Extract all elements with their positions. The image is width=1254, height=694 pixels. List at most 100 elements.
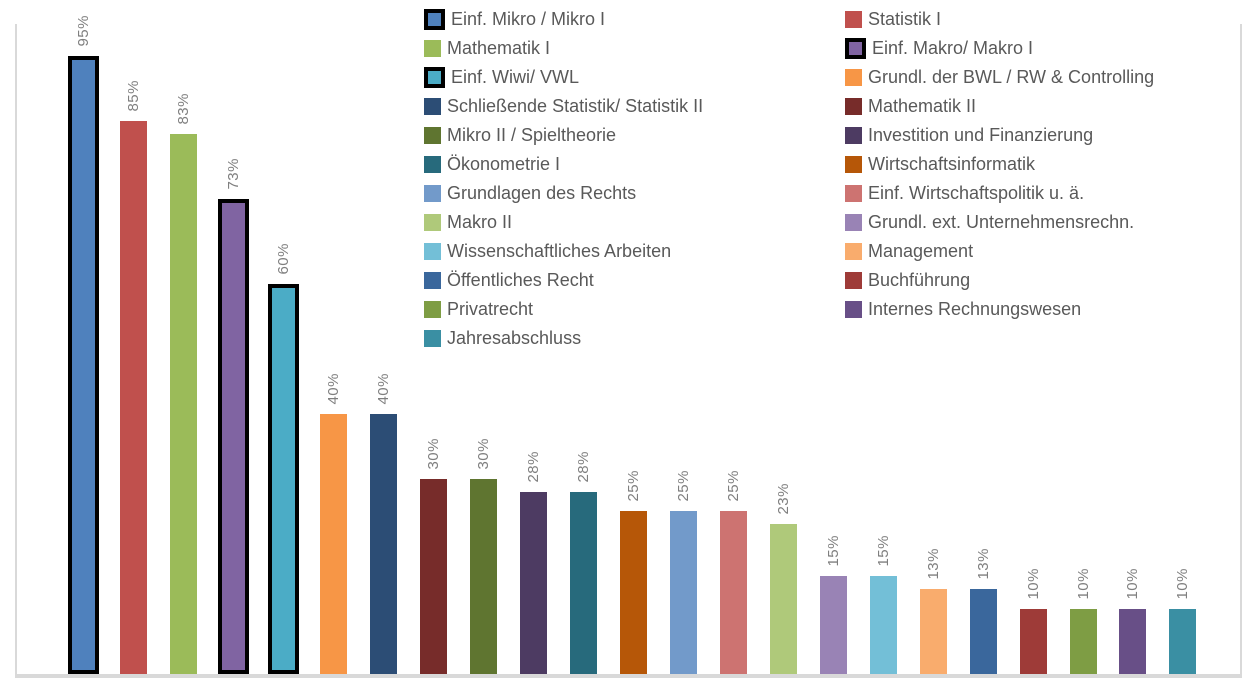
legend-swatch-icon bbox=[424, 330, 441, 347]
bar-value-label: 40% bbox=[375, 373, 393, 405]
legend-item[interactable]: Ökonometrie I bbox=[424, 154, 845, 175]
bar-slot: 13% bbox=[908, 548, 958, 674]
bar[interactable] bbox=[669, 511, 697, 674]
bar[interactable] bbox=[869, 576, 897, 674]
legend-item[interactable]: Grundl. ext. Unternehmensrechn. bbox=[845, 212, 1154, 233]
bar[interactable] bbox=[268, 284, 300, 674]
bar[interactable] bbox=[619, 511, 647, 674]
bar[interactable] bbox=[170, 134, 198, 674]
legend-item[interactable]: Jahresabschluss bbox=[424, 328, 845, 349]
legend-item[interactable]: Mikro II / Spieltheorie bbox=[424, 125, 845, 146]
plot-area: 95% 85% 83% 73% 60% 40% 40% 30% 30% 28% 28% 25% 25% 2… bbox=[15, 15, 1242, 678]
legend-item[interactable]: Grundl. der BWL / RW & Controlling bbox=[845, 67, 1154, 88]
bar-slot: 28% bbox=[559, 451, 609, 674]
bar[interactable] bbox=[969, 589, 997, 674]
bar[interactable] bbox=[769, 524, 797, 674]
legend-label: Ökonometrie I bbox=[447, 154, 561, 174]
legend-label: Mikro II / Spieltheorie bbox=[447, 125, 617, 145]
bar[interactable] bbox=[420, 479, 448, 674]
legend-swatch-icon bbox=[845, 185, 862, 202]
legend-label: Jahresabschluss bbox=[447, 328, 582, 348]
legend-swatch-icon bbox=[424, 272, 441, 289]
legend-swatch-icon bbox=[424, 214, 441, 231]
bar[interactable] bbox=[370, 414, 398, 674]
bar-slot: 15% bbox=[808, 535, 858, 674]
legend-item[interactable]: Öffentliches Recht bbox=[424, 270, 845, 291]
bar-value-label: 23% bbox=[774, 483, 792, 515]
legend-label: Öffentliches Recht bbox=[447, 270, 594, 290]
legend-item[interactable]: Buchführung bbox=[845, 270, 1154, 291]
bar-slot: 73% bbox=[209, 158, 259, 674]
bar-value-label: 10% bbox=[1024, 568, 1042, 600]
legend-item[interactable]: Mathematik I bbox=[424, 38, 845, 59]
bar[interactable] bbox=[1019, 609, 1047, 674]
legend-label: Grundl. ext. Unternehmensrechn. bbox=[868, 212, 1135, 232]
bar[interactable] bbox=[1119, 609, 1147, 674]
legend-swatch-icon bbox=[424, 9, 445, 30]
legend-item[interactable]: Einf. Mikro / Mikro I bbox=[424, 9, 845, 30]
bar[interactable] bbox=[120, 121, 148, 674]
bar-value-label: 25% bbox=[724, 470, 742, 502]
bar[interactable] bbox=[1069, 609, 1097, 674]
legend-swatch-icon bbox=[424, 67, 445, 88]
legend-label: Einf. Wiwi/ VWL bbox=[451, 67, 580, 87]
legend-item[interactable]: Investition und Finanzierung bbox=[845, 125, 1154, 146]
bar[interactable] bbox=[819, 576, 847, 674]
legend-label: Schließende Statistik/ Statistik II bbox=[447, 96, 704, 116]
legend-label: Grundl. der BWL / RW & Controlling bbox=[868, 67, 1155, 87]
bar-value-label: 40% bbox=[325, 373, 343, 405]
legend-swatch-icon bbox=[845, 69, 862, 86]
legend-label: Wirtschaftsinformatik bbox=[868, 154, 1036, 174]
legend-item[interactable]: Makro II bbox=[424, 212, 845, 233]
legend-item[interactable]: Statistik I bbox=[845, 9, 1154, 30]
legend-item[interactable]: Einf. Wiwi/ VWL bbox=[424, 67, 845, 88]
legend-item[interactable]: Schließende Statistik/ Statistik II bbox=[424, 96, 845, 117]
legend-label: Wissenschaftliches Arbeiten bbox=[447, 241, 672, 261]
legend-item[interactable]: Wirtschaftsinformatik bbox=[845, 154, 1154, 175]
legend-item[interactable]: Einf. Wirtschaftspolitik u. ä. bbox=[845, 183, 1154, 204]
bar[interactable] bbox=[719, 511, 747, 674]
bar[interactable] bbox=[570, 492, 597, 674]
legend: Einf. Mikro / Mikro I Statistik I Mathemat… bbox=[424, 5, 1154, 353]
bar-slot: 28% bbox=[509, 451, 559, 674]
bar[interactable] bbox=[218, 199, 250, 674]
legend-swatch-icon bbox=[845, 127, 862, 144]
legend-swatch-icon bbox=[424, 98, 441, 115]
bar[interactable] bbox=[1169, 609, 1197, 674]
legend-label: Privatrecht bbox=[447, 299, 534, 319]
bar-slot: 83% bbox=[159, 93, 209, 674]
legend-swatch-icon bbox=[424, 40, 441, 57]
legend-item[interactable]: Mathematik II bbox=[845, 96, 1154, 117]
bar[interactable] bbox=[320, 414, 348, 674]
bar[interactable] bbox=[520, 492, 548, 674]
bar-value-label: 85% bbox=[125, 80, 143, 112]
bar-slot: 30% bbox=[409, 438, 459, 674]
bar-value-label: 15% bbox=[874, 535, 892, 567]
legend-label: Investition und Finanzierung bbox=[868, 125, 1094, 145]
legend-item[interactable]: Management bbox=[845, 241, 1154, 262]
legend-swatch-icon bbox=[845, 11, 862, 28]
bar[interactable] bbox=[68, 56, 100, 674]
bar-value-label: 25% bbox=[674, 470, 692, 502]
legend-item[interactable]: Wissenschaftliches Arbeiten bbox=[424, 241, 845, 262]
bar-value-label: 13% bbox=[924, 548, 942, 580]
bar-slot: 40% bbox=[359, 373, 409, 674]
bar-slot: 60% bbox=[259, 243, 309, 674]
bar-slot: 25% bbox=[658, 470, 708, 674]
bar-slot: 10% bbox=[1058, 568, 1108, 674]
bar-slot: 25% bbox=[708, 470, 758, 674]
legend-item[interactable]: Internes Rechnungswesen bbox=[845, 299, 1154, 320]
bar-value-label: 30% bbox=[425, 438, 443, 470]
bar[interactable] bbox=[919, 589, 947, 674]
bar-slot: 15% bbox=[858, 535, 908, 674]
bar[interactable] bbox=[470, 479, 498, 674]
legend-item[interactable]: Privatrecht bbox=[424, 299, 845, 320]
bar-value-label: 25% bbox=[624, 470, 642, 502]
legend-item[interactable]: Grundlagen des Rechts bbox=[424, 183, 845, 204]
legend-swatch-icon bbox=[424, 185, 441, 202]
legend-label: Einf. Mikro / Mikro I bbox=[451, 9, 606, 29]
bar-slot: 10% bbox=[1108, 568, 1158, 674]
legend-label: Einf. Makro/ Makro I bbox=[872, 38, 1034, 58]
legend-item[interactable]: Einf. Makro/ Makro I bbox=[845, 38, 1154, 59]
bar-slot: 25% bbox=[608, 470, 658, 674]
